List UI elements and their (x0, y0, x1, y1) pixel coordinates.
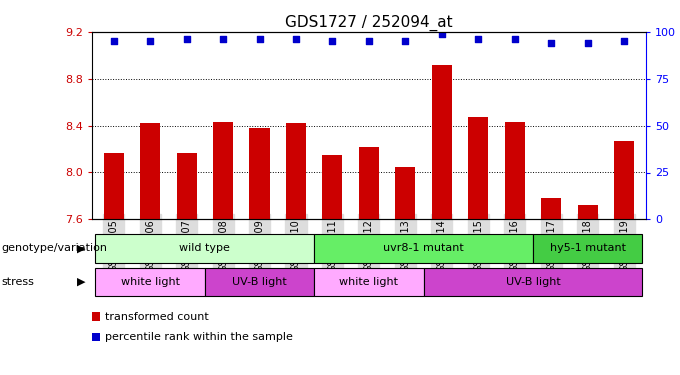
Bar (286, 123, 306, 219)
Point (619, 38, 630, 44)
Text: hy5-1 mutant: hy5-1 mutant (549, 243, 626, 254)
Text: white light: white light (339, 277, 398, 287)
Point (254, 36, 265, 42)
Text: percentile rank within the sample: percentile rank within the sample (105, 332, 293, 342)
Text: genotype/variation: genotype/variation (1, 243, 107, 253)
Bar (205, 268, 314, 296)
Point (108, 38, 119, 44)
Point (363, 38, 374, 44)
Bar (103, 153, 124, 219)
Bar (577, 206, 598, 219)
Bar (359, 147, 379, 219)
Point (181, 36, 192, 42)
Point (218, 36, 228, 42)
Bar (314, 268, 424, 296)
Point (473, 36, 483, 42)
Bar (95, 268, 205, 296)
Bar (395, 166, 415, 219)
Bar (140, 123, 160, 219)
Bar (505, 122, 525, 219)
Text: ▶: ▶ (78, 243, 86, 253)
Point (437, 31, 447, 37)
Bar (314, 234, 533, 262)
Point (546, 40, 557, 46)
Text: uvr8-1 mutant: uvr8-1 mutant (384, 243, 464, 254)
Bar (614, 141, 634, 219)
Bar (424, 268, 643, 296)
Point (290, 36, 301, 42)
Point (509, 36, 520, 42)
Text: UV-B light: UV-B light (506, 277, 560, 287)
Text: white light: white light (120, 277, 180, 287)
Point (327, 38, 338, 44)
Text: ▶: ▶ (78, 277, 86, 287)
Bar (250, 128, 269, 219)
Bar (432, 64, 452, 219)
Bar (533, 234, 643, 262)
Title: GDS1727 / 252094_at: GDS1727 / 252094_at (285, 14, 453, 30)
Point (400, 38, 411, 44)
Text: wild type: wild type (180, 243, 231, 254)
Point (582, 40, 593, 46)
Point (145, 38, 156, 44)
Text: UV-B light: UV-B light (232, 277, 287, 287)
Text: transformed count: transformed count (105, 312, 209, 321)
Bar (177, 153, 197, 219)
Bar (95, 234, 314, 262)
Bar (541, 198, 561, 219)
Bar (322, 155, 343, 219)
Bar (213, 122, 233, 219)
Text: stress: stress (1, 277, 34, 287)
Bar (469, 117, 488, 219)
